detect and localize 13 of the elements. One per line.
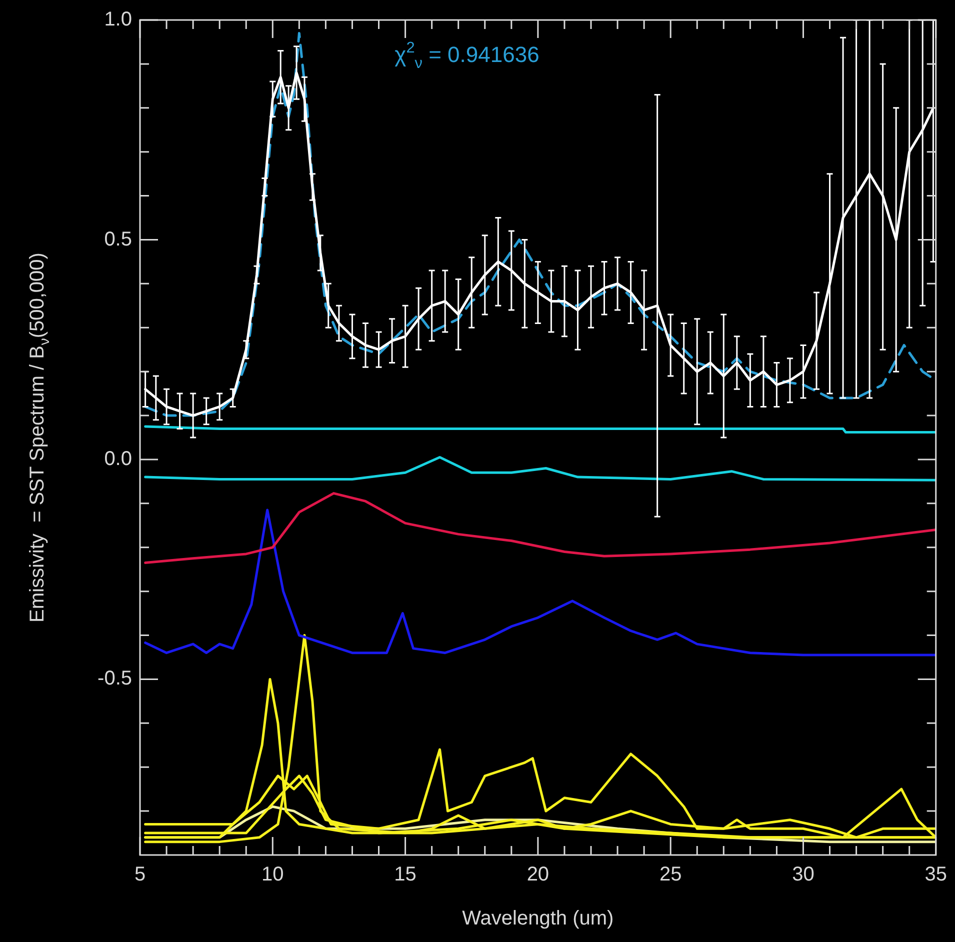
x-tick-label: 25 [659,864,682,886]
y-tick-label: 0.5 [104,228,132,250]
x-tick-label: 10 [262,864,284,886]
y-tick-label: -0.5 [98,668,132,690]
x-tick-label: 5 [134,864,146,886]
x-tick-label: 30 [792,864,814,886]
x-tick-label: 20 [526,864,550,886]
x-tick-label: 35 [924,864,947,886]
y-tick-label: 1.0 [104,8,132,31]
y-tick-label: 0.0 [104,448,132,470]
y-axis-title: Emissivity = SST Spectrum / Bν(500,000) [26,252,52,622]
x-axis-title: Wavelength (um) [462,908,614,930]
x-tick-label: 15 [394,864,416,886]
